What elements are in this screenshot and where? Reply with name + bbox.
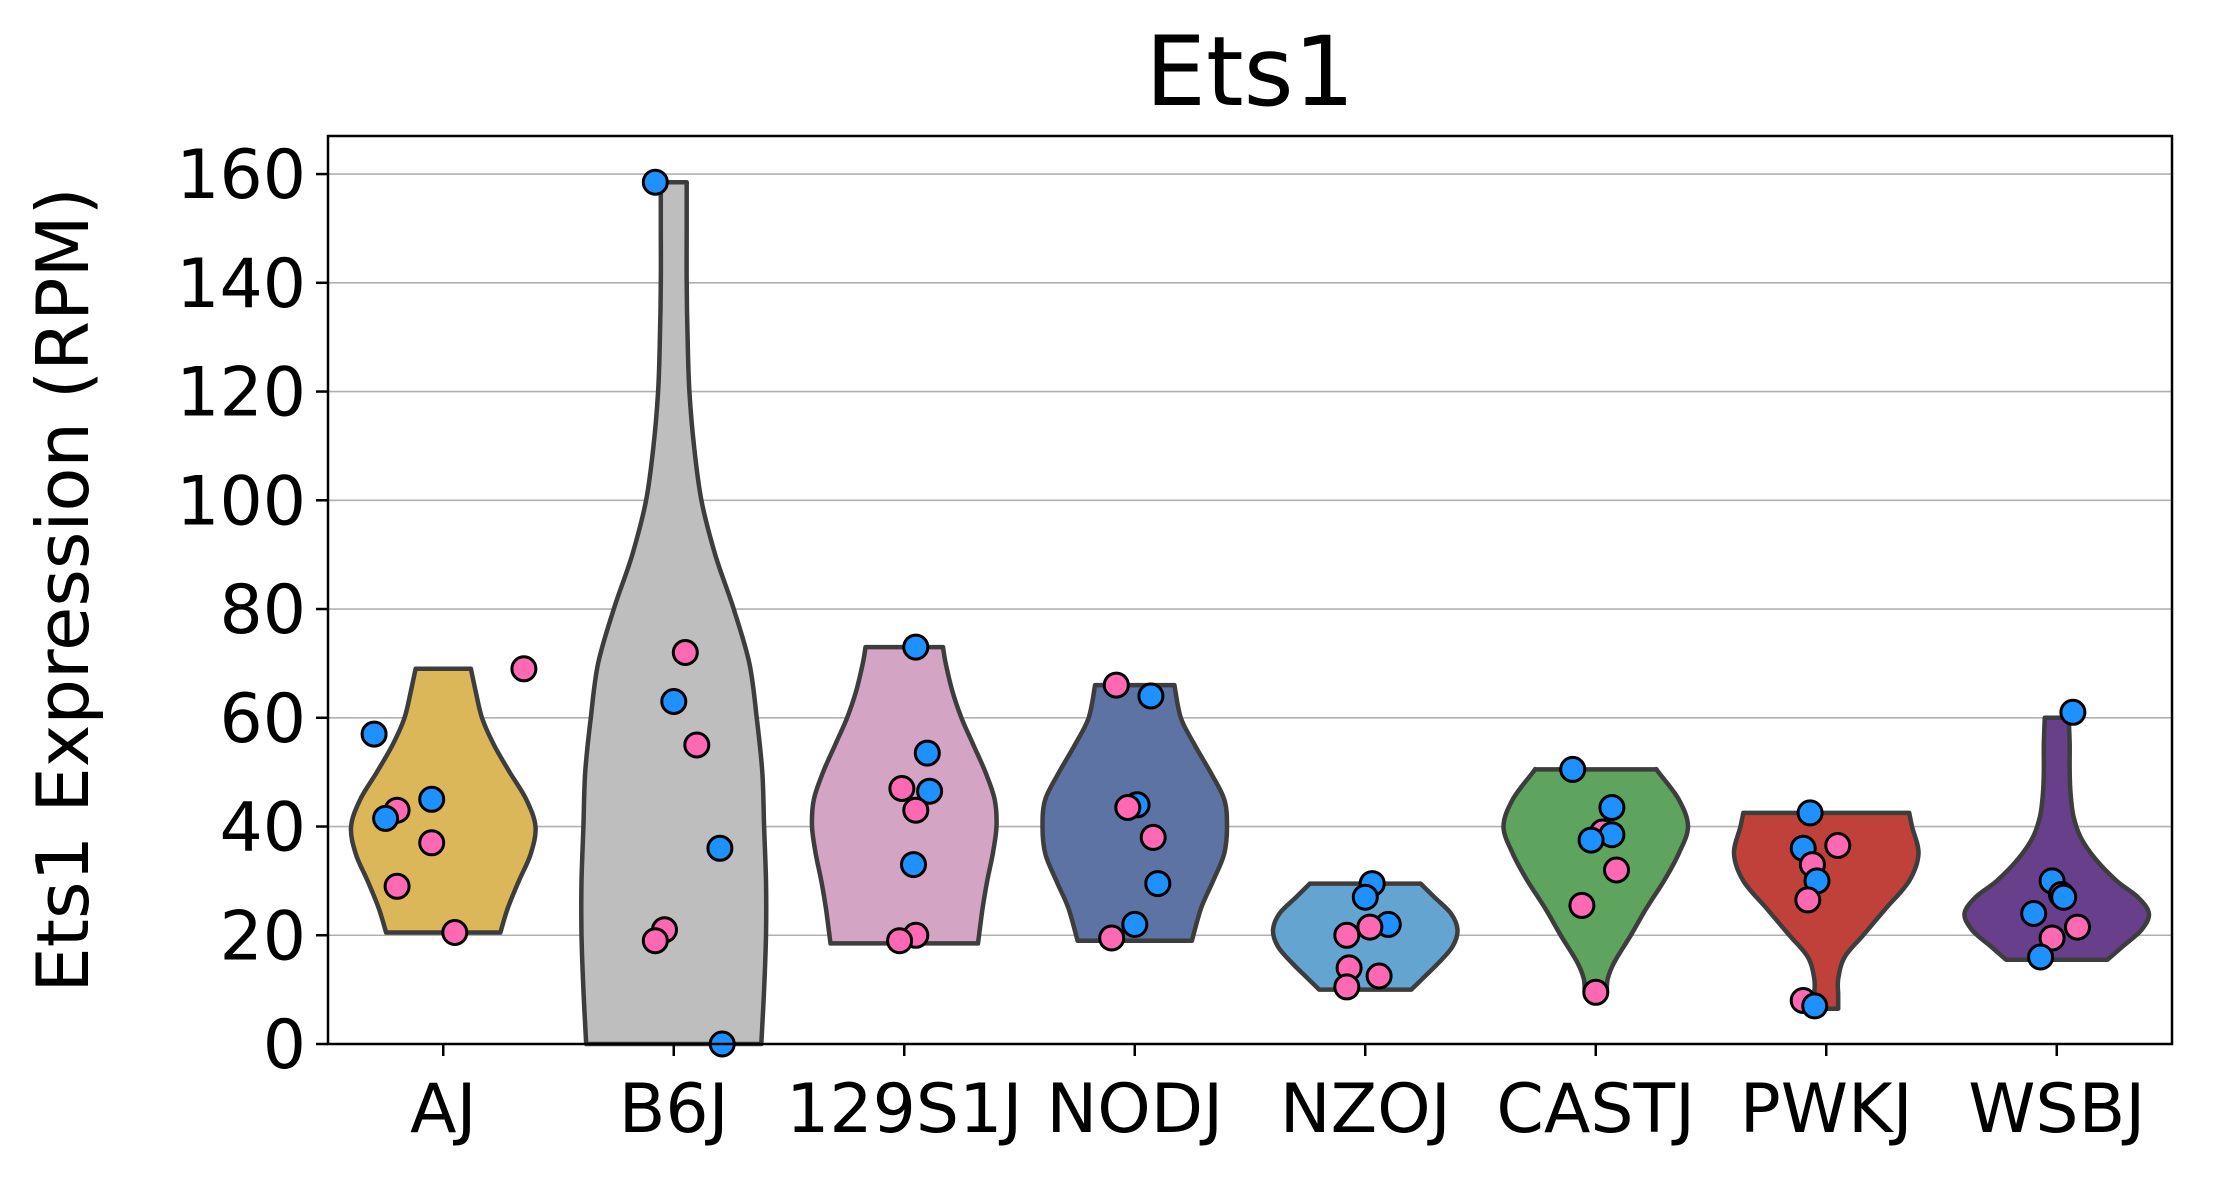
data-point-male [2050, 883, 2078, 911]
data-point-male [916, 777, 944, 805]
data-point-male [418, 785, 446, 813]
data-point-male [1351, 883, 1379, 911]
x-axis: AJ B6J 129S1J NODJ NZOJ CASTJ PWKJ WSBJ [410, 1044, 2145, 1149]
data-point-male [2059, 698, 2087, 726]
x-tick-label: WSBJ [1968, 1070, 2145, 1149]
data-point-female [1333, 921, 1361, 949]
violins [348, 179, 2152, 1047]
data-point-male [900, 851, 927, 879]
chart-title: Ets1 [1145, 16, 1354, 128]
violin-b6j [579, 179, 769, 1047]
y-tick-label: 0 [263, 1006, 306, 1085]
y-tick-label: 20 [219, 897, 306, 976]
data-point-female [1114, 794, 1142, 821]
data-point-male [2027, 943, 2055, 971]
y-tick-label: 160 [176, 136, 306, 215]
x-tick-label: NODJ [1046, 1070, 1223, 1149]
data-point-male [372, 804, 400, 832]
data-point-female [1333, 973, 1361, 1001]
data-point-male [360, 720, 388, 748]
data-point-female [886, 927, 914, 955]
x-tick-label: CASTJ [1496, 1070, 1695, 1149]
data-point-male [1598, 794, 1626, 821]
y-tick-label: 140 [176, 245, 306, 324]
data-point-female [383, 872, 411, 900]
data-point-female [418, 829, 446, 857]
data-point-female [1603, 856, 1630, 884]
data-point-male [1559, 755, 1587, 783]
y-tick-label: 60 [219, 680, 306, 759]
data-points [360, 168, 2091, 1058]
plot-frame [326, 134, 2174, 1046]
violin-wsbj [1962, 715, 2152, 962]
data-point-male [902, 633, 930, 661]
x-tick-label: PWKJ [1740, 1070, 1913, 1149]
data-point-male [1121, 910, 1149, 938]
data-point-female [1365, 962, 1393, 990]
data-point-female [1139, 823, 1167, 851]
data-point-male [913, 739, 941, 767]
y-tick-label: 100 [176, 462, 306, 541]
x-tick-label: NZOJ [1280, 1070, 1451, 1149]
data-point-female [671, 639, 699, 666]
data-point-male [641, 168, 669, 196]
data-point-female [441, 919, 469, 946]
data-point-female [1356, 913, 1384, 941]
y-axis: 0 20 40 60 80 100 120 140 160 [176, 136, 328, 1085]
x-tick-label: B6J [619, 1070, 729, 1149]
data-point-male [706, 834, 734, 862]
x-tick-label: 129S1J [786, 1070, 1022, 1149]
data-point-female [1824, 832, 1852, 859]
data-point-male [1577, 826, 1605, 854]
data-point-female [888, 775, 916, 802]
data-point-female [1582, 978, 1610, 1006]
data-point-male [1137, 682, 1165, 710]
data-point-female [2064, 913, 2091, 941]
y-tick-label: 80 [219, 571, 306, 650]
data-point-female [510, 655, 538, 683]
y-tick-label: 40 [219, 789, 306, 868]
data-point-male [660, 688, 688, 715]
data-point-male [1144, 870, 1172, 898]
y-tick-label: 120 [176, 354, 306, 433]
data-point-female [1794, 886, 1822, 914]
data-point-male [1801, 992, 1829, 1020]
violin-castj [1501, 766, 1691, 995]
violin-pwkj [1731, 810, 1921, 1011]
data-point-female [683, 731, 711, 759]
data-point-female [1102, 671, 1130, 699]
data-point-female [902, 796, 930, 824]
data-point-male [2020, 900, 2048, 927]
data-point-female [1568, 891, 1596, 919]
y-axis-label: Ets1 Expression (RPM) [21, 187, 105, 992]
data-point-female [1098, 924, 1126, 952]
data-point-male [1796, 799, 1824, 827]
x-tick-label: AJ [410, 1070, 477, 1149]
data-point-female [641, 927, 669, 955]
